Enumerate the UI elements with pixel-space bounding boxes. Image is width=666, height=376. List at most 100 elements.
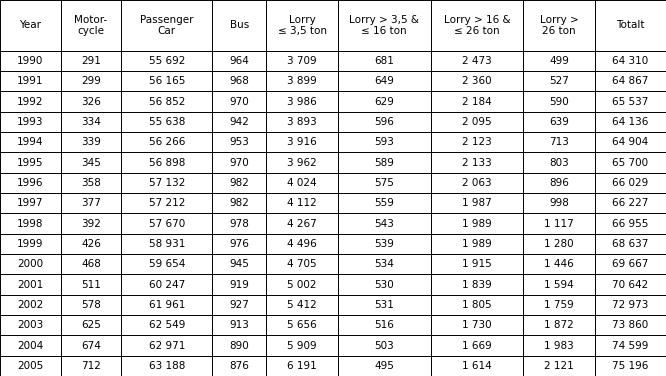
Bar xyxy=(338,214,430,234)
Text: 712: 712 xyxy=(81,361,101,371)
Text: 1 872: 1 872 xyxy=(544,320,574,330)
Bar xyxy=(266,295,338,315)
Bar xyxy=(0,152,61,173)
Text: 62 971: 62 971 xyxy=(149,341,185,350)
Bar xyxy=(0,295,61,315)
Text: 590: 590 xyxy=(549,97,569,107)
Bar xyxy=(523,112,595,132)
Text: 299: 299 xyxy=(81,76,101,86)
Text: 58 931: 58 931 xyxy=(149,239,185,249)
Text: 56 852: 56 852 xyxy=(149,97,185,107)
Text: 345: 345 xyxy=(81,158,101,168)
Bar xyxy=(430,91,523,112)
Text: 1 983: 1 983 xyxy=(544,341,574,350)
Bar xyxy=(595,152,666,173)
Bar xyxy=(595,193,666,214)
Bar xyxy=(266,132,338,152)
Text: 2 473: 2 473 xyxy=(462,56,492,66)
Text: 649: 649 xyxy=(374,76,394,86)
Text: 4 112: 4 112 xyxy=(287,198,317,208)
Text: 2 063: 2 063 xyxy=(462,178,492,188)
Text: 1 117: 1 117 xyxy=(544,218,574,229)
Bar xyxy=(121,335,212,356)
Text: 57 670: 57 670 xyxy=(149,218,185,229)
Text: 1 989: 1 989 xyxy=(462,239,492,249)
Text: 713: 713 xyxy=(549,137,569,147)
Text: 803: 803 xyxy=(549,158,569,168)
Bar xyxy=(430,315,523,335)
Text: 4 705: 4 705 xyxy=(287,259,317,269)
Bar xyxy=(266,71,338,91)
Bar xyxy=(595,254,666,274)
Text: 5 412: 5 412 xyxy=(287,300,317,310)
Text: 539: 539 xyxy=(374,239,394,249)
Bar xyxy=(212,315,266,335)
Text: 1 805: 1 805 xyxy=(462,300,492,310)
Bar xyxy=(121,274,212,295)
Bar xyxy=(266,152,338,173)
Bar xyxy=(523,51,595,71)
Bar xyxy=(523,91,595,112)
Text: 530: 530 xyxy=(374,279,394,290)
Bar xyxy=(595,51,666,71)
Text: 2003: 2003 xyxy=(17,320,43,330)
Bar xyxy=(266,234,338,254)
Bar xyxy=(338,51,430,71)
Text: 964: 964 xyxy=(229,56,249,66)
Text: Lorry >
26 ton: Lorry > 26 ton xyxy=(539,15,578,36)
Bar xyxy=(595,71,666,91)
Text: 970: 970 xyxy=(229,97,249,107)
Text: 2 184: 2 184 xyxy=(462,97,492,107)
Bar xyxy=(121,152,212,173)
Text: 2 360: 2 360 xyxy=(462,76,492,86)
Bar xyxy=(61,315,121,335)
Text: 1997: 1997 xyxy=(17,198,43,208)
Text: 625: 625 xyxy=(81,320,101,330)
Bar xyxy=(338,91,430,112)
Bar xyxy=(61,71,121,91)
Bar xyxy=(212,356,266,376)
Text: 69 667: 69 667 xyxy=(612,259,649,269)
Text: 890: 890 xyxy=(229,341,249,350)
Text: Motor-
cycle: Motor- cycle xyxy=(75,15,108,36)
Bar xyxy=(338,274,430,295)
Bar xyxy=(0,356,61,376)
Bar xyxy=(266,91,338,112)
Text: 2 095: 2 095 xyxy=(462,117,492,127)
Text: 1 614: 1 614 xyxy=(462,361,492,371)
Text: 2 121: 2 121 xyxy=(544,361,574,371)
Bar xyxy=(523,132,595,152)
Bar xyxy=(61,112,121,132)
Text: 61 961: 61 961 xyxy=(149,300,185,310)
Bar xyxy=(338,356,430,376)
Text: 57 212: 57 212 xyxy=(149,198,185,208)
Text: 1990: 1990 xyxy=(17,56,43,66)
Text: 4 024: 4 024 xyxy=(287,178,317,188)
Bar xyxy=(61,51,121,71)
Text: 59 654: 59 654 xyxy=(149,259,185,269)
Text: 913: 913 xyxy=(229,320,249,330)
Text: Bus: Bus xyxy=(230,20,249,30)
Text: 4 267: 4 267 xyxy=(287,218,317,229)
Bar xyxy=(121,254,212,274)
Text: 876: 876 xyxy=(229,361,249,371)
Text: Passenger
Car: Passenger Car xyxy=(140,15,194,36)
Text: 64 310: 64 310 xyxy=(612,56,649,66)
Bar xyxy=(121,51,212,71)
Text: 589: 589 xyxy=(374,158,394,168)
Text: 629: 629 xyxy=(374,97,394,107)
Text: 63 188: 63 188 xyxy=(149,361,185,371)
Bar xyxy=(338,112,430,132)
Bar xyxy=(523,254,595,274)
Text: 534: 534 xyxy=(374,259,394,269)
Text: 674: 674 xyxy=(81,341,101,350)
Text: 531: 531 xyxy=(374,300,394,310)
Bar xyxy=(266,173,338,193)
Bar xyxy=(212,71,266,91)
Bar xyxy=(523,152,595,173)
Text: 55 692: 55 692 xyxy=(149,56,185,66)
Bar xyxy=(121,234,212,254)
Bar xyxy=(212,234,266,254)
Bar xyxy=(430,274,523,295)
Text: 1 280: 1 280 xyxy=(544,239,573,249)
